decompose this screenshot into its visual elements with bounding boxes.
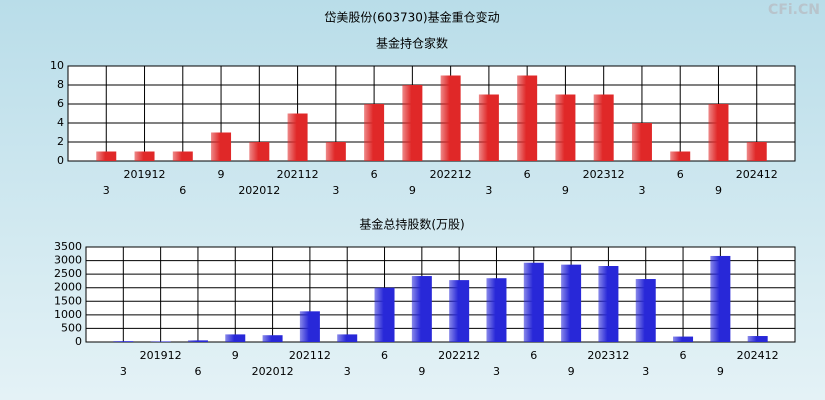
x-tick-label: 3 <box>642 365 649 378</box>
bar <box>555 94 576 161</box>
x-tick-label: 201912 <box>124 168 166 181</box>
y-tick-label: 2000 <box>54 281 82 294</box>
x-tick-label: 9 <box>232 349 239 362</box>
y-tick-label: 500 <box>61 321 82 334</box>
bar <box>747 336 768 342</box>
y-tick-label: 1500 <box>54 294 82 307</box>
bar <box>710 255 731 342</box>
bar <box>113 341 134 342</box>
x-tick-label: 6 <box>194 365 201 378</box>
x-tick-label: 201912 <box>140 349 182 362</box>
x-tick-label: 6 <box>530 349 537 362</box>
bar <box>593 94 614 161</box>
x-tick-label: 9 <box>418 365 425 378</box>
x-tick-label: 202112 <box>277 168 319 181</box>
bar <box>374 287 395 342</box>
chart-title: 基金总持股数(万股) <box>359 217 464 232</box>
bar <box>411 276 432 342</box>
bar <box>172 151 193 161</box>
y-tick-label: 2500 <box>54 267 82 280</box>
y-tick-label: 2 <box>57 135 64 148</box>
x-tick-label: 6 <box>179 184 186 197</box>
bar <box>440 75 461 161</box>
y-tick-label: 8 <box>57 78 64 91</box>
y-tick-label: 6 <box>57 97 64 110</box>
x-tick-label: 3 <box>120 365 127 378</box>
bar <box>337 334 358 342</box>
x-tick-label: 202312 <box>587 349 629 362</box>
bar <box>673 336 694 342</box>
bar <box>517 75 538 161</box>
x-tick-label: 3 <box>485 184 492 197</box>
bar <box>561 264 582 342</box>
x-tick-label: 6 <box>371 168 378 181</box>
bar <box>134 151 155 161</box>
x-tick-label: 202112 <box>289 349 331 362</box>
bar <box>708 104 729 161</box>
y-tick-label: 3500 <box>54 240 82 253</box>
x-tick-label: 202412 <box>736 168 778 181</box>
x-tick-label: 202012 <box>238 184 280 197</box>
bar <box>96 151 117 161</box>
x-tick-label: 9 <box>717 365 724 378</box>
x-tick-label: 202412 <box>737 349 779 362</box>
x-tick-label: 6 <box>524 168 531 181</box>
bar <box>478 94 499 161</box>
bar <box>287 113 308 161</box>
x-tick-label: 202212 <box>430 168 472 181</box>
bar <box>598 266 619 342</box>
x-tick-label: 202012 <box>252 365 294 378</box>
bar <box>364 104 385 161</box>
x-tick-label: 9 <box>715 184 722 197</box>
bar <box>486 278 507 342</box>
x-tick-label: 3 <box>493 365 500 378</box>
y-tick-label: 3000 <box>54 254 82 267</box>
chart-title: 基金持仓家数 <box>376 36 448 51</box>
x-tick-label: 6 <box>677 168 684 181</box>
bar <box>262 335 283 342</box>
bar <box>150 341 171 342</box>
x-tick-label: 3 <box>332 184 339 197</box>
plot-area <box>67 65 796 162</box>
main-title: 岱美股份(603730)基金重仓变动 <box>324 10 499 25</box>
plot-area <box>85 246 796 343</box>
bar <box>249 142 270 161</box>
x-tick-label: 6 <box>680 349 687 362</box>
bar <box>187 340 208 342</box>
y-tick-label: 10 <box>50 59 64 72</box>
bar <box>225 334 246 342</box>
bar <box>211 132 232 161</box>
bar <box>299 311 320 342</box>
bar <box>631 123 652 161</box>
x-tick-label: 202212 <box>438 349 480 362</box>
y-tick-label: 4 <box>57 116 64 129</box>
bar <box>635 279 656 342</box>
y-tick-label: 0 <box>75 335 82 348</box>
bar <box>402 85 423 161</box>
x-tick-label: 9 <box>218 168 225 181</box>
x-tick-label: 6 <box>381 349 388 362</box>
x-tick-label: 3 <box>344 365 351 378</box>
bar <box>325 142 346 161</box>
y-tick-label: 1000 <box>54 308 82 321</box>
x-tick-label: 9 <box>568 365 575 378</box>
x-tick-label: 202312 <box>583 168 625 181</box>
x-tick-label: 3 <box>103 184 110 197</box>
bar <box>523 262 544 342</box>
x-tick-label: 3 <box>638 184 645 197</box>
bar <box>746 142 767 161</box>
x-tick-label: 9 <box>562 184 569 197</box>
x-tick-label: 9 <box>409 184 416 197</box>
bar <box>449 280 470 342</box>
watermark: CFi.CN <box>768 2 820 18</box>
y-tick-label: 0 <box>57 154 64 167</box>
bar <box>670 151 691 161</box>
